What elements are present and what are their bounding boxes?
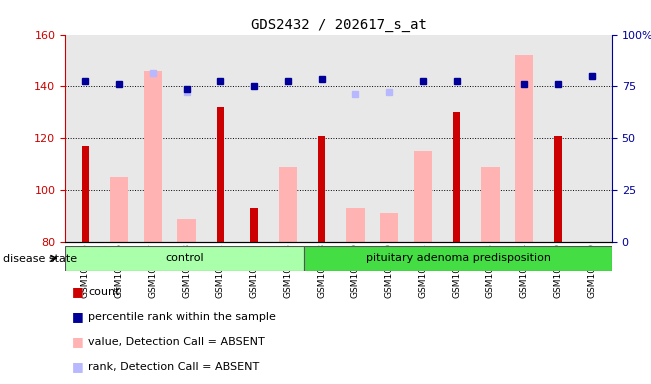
Text: ■: ■	[72, 285, 84, 298]
Text: percentile rank within the sample: percentile rank within the sample	[88, 312, 276, 322]
Bar	[554, 136, 562, 242]
Bar	[346, 208, 365, 242]
Text: control: control	[165, 253, 204, 263]
Bar	[453, 113, 460, 242]
Text: value, Detection Call = ABSENT: value, Detection Call = ABSENT	[88, 337, 265, 347]
Bar	[318, 136, 326, 242]
Bar	[279, 167, 297, 242]
Text: ■: ■	[72, 335, 84, 348]
Bar	[304, 246, 612, 271]
Bar	[217, 107, 224, 242]
Bar	[413, 151, 432, 242]
Bar	[380, 214, 398, 242]
Bar	[177, 218, 196, 242]
Text: ■: ■	[72, 360, 84, 373]
Bar	[481, 167, 500, 242]
Bar	[515, 55, 533, 242]
Text: ■: ■	[72, 310, 84, 323]
Bar	[110, 177, 128, 242]
Bar	[65, 246, 304, 271]
Bar	[81, 146, 89, 242]
Bar	[144, 71, 162, 242]
Text: disease state: disease state	[3, 254, 77, 264]
Bar	[251, 208, 258, 242]
Text: count: count	[88, 287, 119, 297]
Text: rank, Detection Call = ABSENT: rank, Detection Call = ABSENT	[88, 362, 259, 372]
Text: pituitary adenoma predisposition: pituitary adenoma predisposition	[366, 253, 551, 263]
Title: GDS2432 / 202617_s_at: GDS2432 / 202617_s_at	[251, 18, 426, 32]
